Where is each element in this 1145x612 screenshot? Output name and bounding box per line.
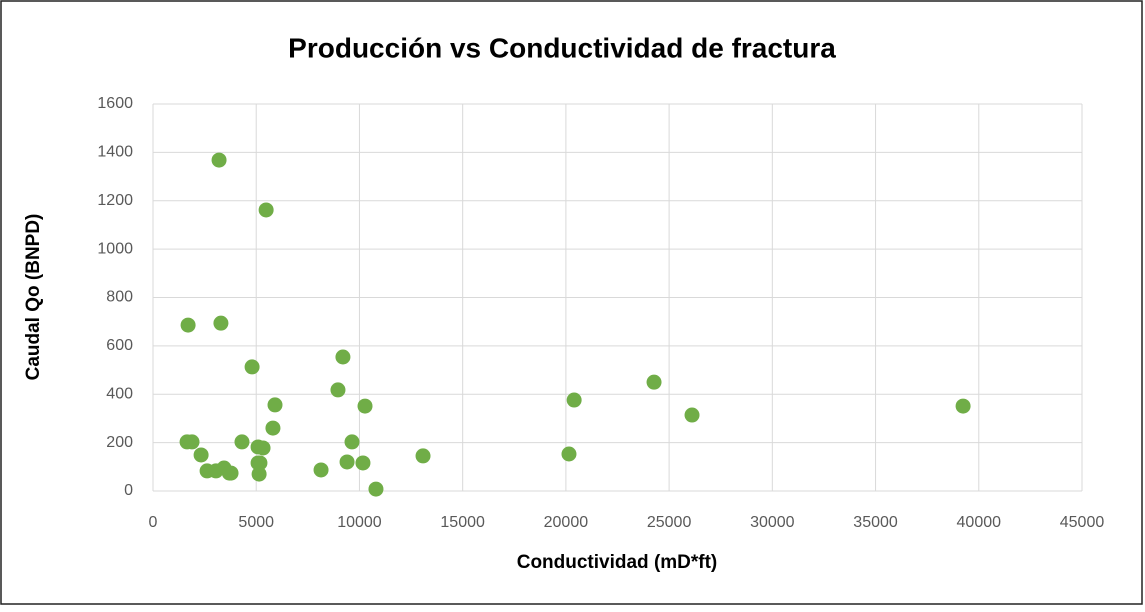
y-tick-label: 400 bbox=[106, 385, 133, 402]
point bbox=[267, 397, 283, 413]
point bbox=[955, 398, 971, 414]
point bbox=[313, 462, 329, 478]
point bbox=[355, 455, 371, 471]
x-tick-label: 30000 bbox=[750, 514, 795, 531]
point bbox=[221, 465, 237, 481]
point bbox=[193, 447, 209, 463]
y-tick-label: 1000 bbox=[97, 240, 133, 257]
x-tick-label: 0 bbox=[149, 514, 158, 531]
point bbox=[184, 434, 200, 450]
point bbox=[265, 420, 281, 436]
y-tick-label: 800 bbox=[106, 289, 133, 306]
point bbox=[561, 446, 577, 462]
x-tick-label: 10000 bbox=[337, 514, 382, 531]
point bbox=[213, 315, 229, 331]
point bbox=[234, 434, 250, 450]
point bbox=[646, 374, 662, 390]
x-tick-label: 5000 bbox=[238, 514, 274, 531]
x-tick-label: 25000 bbox=[647, 514, 692, 531]
x-tick-label: 15000 bbox=[440, 514, 485, 531]
x-tick-label: 45000 bbox=[1060, 514, 1105, 531]
point bbox=[415, 448, 431, 464]
point bbox=[684, 407, 700, 423]
y-tick-label: 0 bbox=[124, 482, 133, 499]
point bbox=[180, 317, 196, 333]
x-tick-label: 35000 bbox=[853, 514, 898, 531]
point bbox=[244, 359, 260, 375]
point bbox=[344, 434, 360, 450]
point bbox=[339, 454, 355, 470]
x-tick-label: 40000 bbox=[957, 514, 1002, 531]
y-tick-label: 200 bbox=[106, 434, 133, 451]
y-tick-label: 600 bbox=[106, 337, 133, 354]
point bbox=[211, 152, 227, 168]
y-axis-label: Caudal Qo (BNPD) bbox=[23, 214, 44, 381]
point bbox=[258, 202, 274, 218]
point bbox=[335, 349, 351, 365]
point bbox=[252, 455, 268, 471]
point bbox=[251, 466, 267, 482]
point bbox=[368, 481, 384, 497]
y-tick-label: 1400 bbox=[97, 144, 133, 161]
chart-title: Producción vs Conductividad de fractura bbox=[288, 32, 836, 63]
x-axis-label: Conductividad (mD*ft) bbox=[517, 552, 718, 573]
point bbox=[255, 440, 271, 456]
point bbox=[330, 382, 346, 398]
x-tick-label: 20000 bbox=[544, 514, 589, 531]
y-tick-label: 1200 bbox=[97, 192, 133, 209]
y-tick-label: 1600 bbox=[97, 95, 133, 112]
point bbox=[357, 398, 373, 414]
point bbox=[566, 392, 582, 408]
